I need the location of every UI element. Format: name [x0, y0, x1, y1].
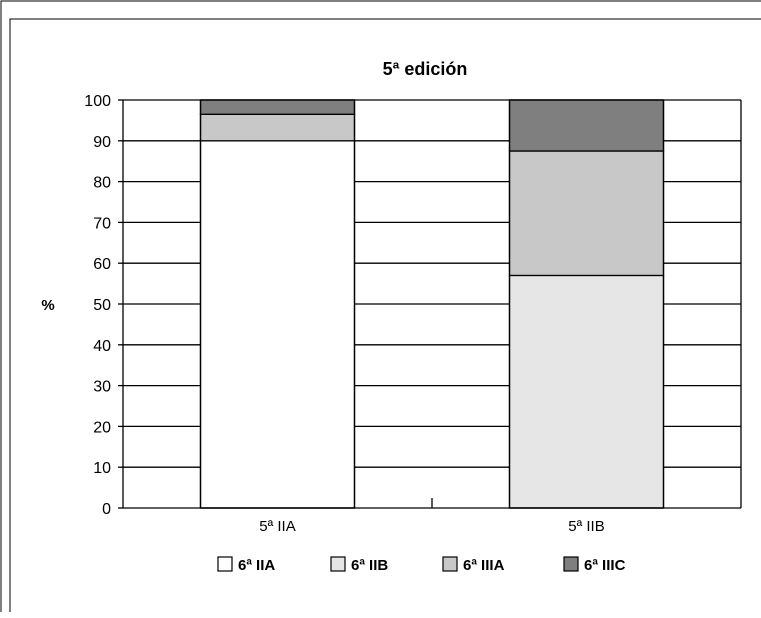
y-tick-label: 70 [93, 215, 111, 232]
y-tick-label: 60 [93, 256, 111, 273]
legend-label: 6ª IIIA [463, 557, 505, 574]
bar-segment [199, 140, 356, 509]
y-tick-label: 30 [93, 379, 111, 396]
y-tick-label: 20 [93, 419, 111, 436]
y-tick-label: 90 [93, 134, 111, 151]
bar-segment [199, 113, 356, 142]
axes [118, 99, 742, 509]
category-label: 5ª IIA [259, 518, 295, 535]
y-tick-label: 40 [93, 338, 111, 355]
bars [199, 99, 665, 509]
legend-swatch [330, 556, 346, 572]
category-label: 5ª IIB [568, 518, 604, 535]
legend-label: 6ª IIB [351, 557, 388, 574]
bar-segment [508, 99, 665, 152]
y-tick-labels: 0 10 20 30 40 50 60 70 80 90 100 [84, 93, 111, 518]
y-tick-label: 50 [93, 297, 111, 314]
legend-label: 6ª IIA [238, 557, 275, 574]
y-tick-label: 0 [102, 501, 111, 518]
chart-title: 5ª edición [383, 59, 468, 79]
category-labels: 5ª IIA 5ª IIB [259, 518, 604, 535]
legend-swatch [563, 556, 579, 572]
y-tick-label: 100 [84, 93, 111, 110]
legend-swatch [442, 556, 458, 572]
y-axis-label: % [41, 297, 54, 314]
y-tick-label: 10 [93, 460, 111, 477]
legend-swatch [217, 556, 233, 572]
bar-segment [508, 274, 665, 509]
y-tick-label: 80 [93, 175, 111, 192]
bar-segment [508, 150, 665, 277]
bar-segment [199, 99, 356, 115]
inner-border [9, 18, 761, 612]
legend: 6ª IIA 6ª IIB 6ª IIIA 6ª IIIC [217, 556, 626, 574]
legend-label: 6ª IIIC [584, 557, 626, 574]
